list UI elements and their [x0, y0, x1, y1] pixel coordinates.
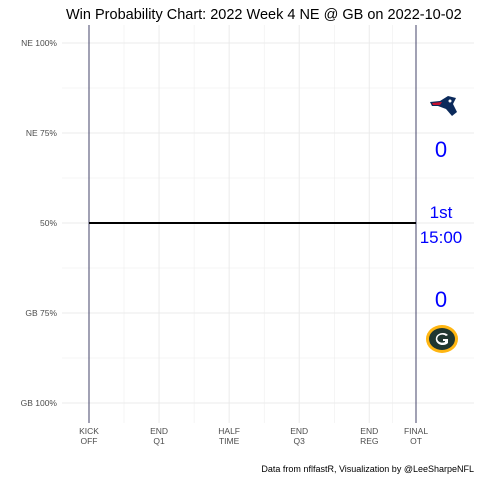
chart-title: Win Probability Chart: 2022 Week 4 NE @ …: [66, 7, 462, 23]
y-tick-label: GB 100%: [21, 398, 58, 408]
x-tick-label: OFF: [81, 436, 98, 446]
game-clock: 15:00: [420, 228, 463, 247]
away-score: 0: [435, 137, 447, 162]
x-tick-label: TIME: [219, 436, 240, 446]
x-tick-label: KICK: [79, 426, 99, 436]
x-tick-label: REG: [360, 436, 378, 446]
x-tick-label: END: [290, 426, 308, 436]
x-tick-label: FINAL: [404, 426, 428, 436]
x-tick-label: Q3: [294, 436, 306, 446]
patriots-logo-icon: [430, 96, 457, 116]
y-tick-label: NE 75%: [26, 128, 58, 138]
y-tick-label: GB 75%: [25, 308, 57, 318]
chart-caption: Data from nflfastR, Visualization by @Le…: [261, 464, 474, 474]
x-tick-label: HALF: [218, 426, 240, 436]
y-tick-label: 50%: [40, 218, 57, 228]
home-score: 0: [435, 287, 447, 312]
packers-logo-icon: [426, 325, 458, 353]
x-tick-label: OT: [410, 436, 422, 446]
x-tick-label: END: [360, 426, 378, 436]
x-tick-label: Q1: [153, 436, 165, 446]
y-tick-label: NE 100%: [21, 38, 57, 48]
x-tick-label: END: [150, 426, 168, 436]
period-label: 1st: [430, 203, 453, 222]
y-axis: NE 100% NE 75% 50% GB 75% GB 100%: [21, 38, 58, 408]
